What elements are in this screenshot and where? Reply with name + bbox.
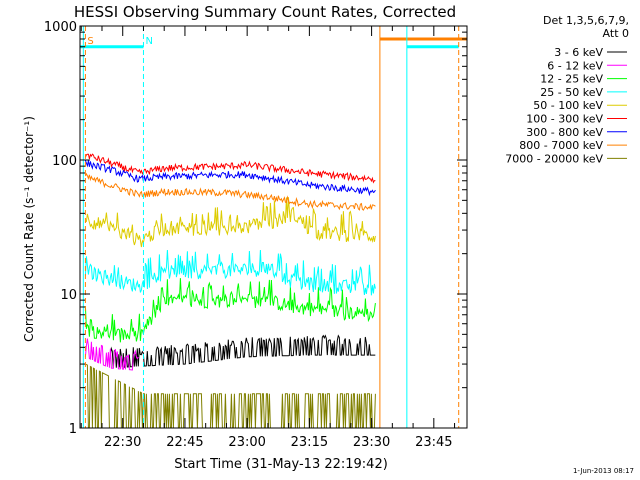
legend-3-6-kev-label: 3 - 6 keV — [554, 46, 603, 59]
series-50-100-kev-line — [85, 197, 376, 248]
series-100-300-kev-line — [84, 153, 376, 184]
y-tick-label: 10 — [60, 288, 77, 303]
series-6-12-kev-line — [84, 338, 139, 371]
legend-6-12-kev-label: 6 - 12 keV — [547, 59, 603, 72]
x-tick-label: 23:30 — [353, 435, 390, 450]
legend-12-25-kev-label: 12 - 25 keV — [540, 73, 603, 86]
series-7000-20000-kev-line — [85, 363, 376, 429]
y-tick-label: 1000 — [44, 20, 77, 35]
series-800-7000-kev-line — [84, 172, 376, 211]
legend-300-800-kev-label: 300 - 800 keV — [526, 126, 603, 139]
series-12-25-kev-line — [84, 278, 376, 343]
x-tick-label: 23:45 — [415, 435, 452, 450]
legend-25-50-kev-label: 25 - 50 keV — [540, 86, 603, 99]
data-layer — [84, 153, 376, 429]
chart-title: HESSI Observing Summary Count Rates, Cor… — [74, 3, 456, 21]
legend-50-100-kev-label: 50 - 100 keV — [533, 99, 603, 112]
legend-100-300-kev-label: 100 - 300 keV — [526, 113, 603, 126]
axes-layer: 22:30 22:45 23:00 23:15 23:30 23:45 1 10 100 1000 — [44, 20, 468, 450]
x-tick-label: 22:45 — [166, 435, 203, 450]
x-tick-label: 22:30 — [104, 435, 141, 450]
series-25-50-kev-line — [84, 249, 376, 296]
annotation-n: N — [145, 36, 152, 47]
x-axis-title: Start Time (31-May-13 22:19:42) — [174, 457, 388, 472]
y-tick-label: 100 — [52, 154, 77, 169]
series-3-6-kev-line — [109, 334, 376, 368]
y-tick-label: 1 — [69, 422, 77, 437]
y-axis-title: Corrected Count Rate (s⁻¹ detector⁻¹) — [22, 116, 36, 342]
legend-7000-20000-kev-label: 7000 - 20000 keV — [505, 152, 603, 165]
text-layer: HESSI Observing Summary Count Rates, Cor… — [22, 3, 634, 475]
annotation-s: S — [87, 36, 93, 47]
series-300-800-kev-line — [84, 160, 376, 197]
x-tick-label: 23:15 — [291, 435, 328, 450]
legend-800-7000-kev-label: 800 - 7000 keV — [519, 139, 603, 152]
legend-header-2: Att 0 — [603, 27, 629, 40]
legend-header-1: Det 1,3,5,6,7,9, — [543, 14, 629, 27]
timestamp: 1-Jun-2013 08:17 — [573, 467, 634, 475]
x-tick-label: 23:00 — [228, 435, 265, 450]
plot-frame — [79, 25, 468, 429]
